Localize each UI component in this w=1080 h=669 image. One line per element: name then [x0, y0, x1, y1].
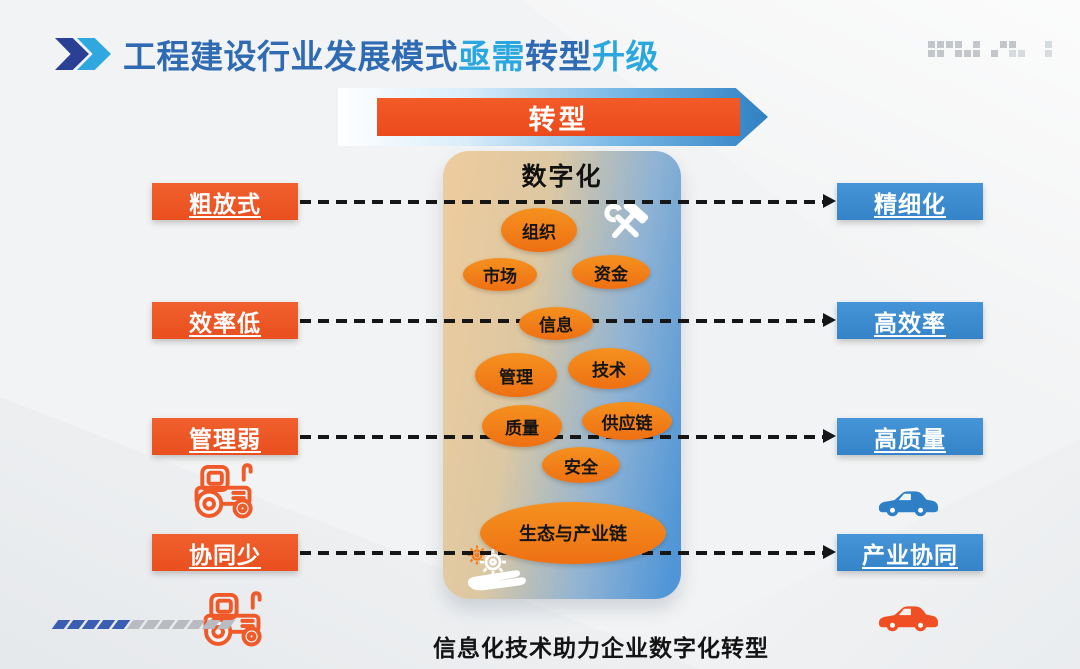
problem-box-管理弱: 管理弱 — [152, 418, 298, 455]
dash-strip-decor — [51, 620, 236, 629]
goal-box-高质量: 高质量 — [837, 418, 983, 455]
digital-panel-title: 数字化 — [521, 163, 603, 191]
pixel-dot — [946, 41, 953, 48]
pixel-dot — [946, 50, 953, 57]
car-icon — [878, 606, 938, 632]
pixel-dot — [1036, 41, 1043, 48]
title-segment: 亟需 — [458, 38, 525, 75]
problem-box-粗放式: 粗放式 — [152, 183, 298, 220]
title-segment: 工程建设行业发展模式 — [123, 38, 458, 75]
pixel-dot — [1027, 50, 1034, 57]
bubble-组织: 组织 — [501, 208, 577, 252]
pixel-dot — [1045, 50, 1052, 57]
bubble-技术: 技术 — [568, 347, 650, 389]
pixel-dot — [1000, 41, 1007, 48]
bubble-市场: 市场 — [463, 257, 537, 291]
pixel-dot — [955, 41, 962, 48]
arrow-head-icon — [823, 429, 836, 443]
goal-box-产业协同: 产业协同 — [837, 534, 983, 571]
problem-box-协同少: 协同少 — [152, 534, 298, 571]
bubble-管理: 管理 — [475, 353, 557, 397]
bottom-caption: 信息化技术助力企业数字化转型 — [433, 635, 769, 661]
pixel-dot — [937, 41, 944, 48]
bubble-供应链: 供应链 — [582, 402, 672, 440]
title-segment: 升级 — [592, 38, 659, 75]
pixel-dot — [1018, 41, 1025, 48]
pixel-dot — [991, 41, 998, 48]
arrow-head-icon — [823, 545, 836, 559]
car-icon — [878, 491, 938, 517]
pixel-dot — [1000, 50, 1007, 57]
pixel-dots-decor — [928, 41, 1054, 59]
bubble-安全: 安全 — [542, 447, 620, 483]
transform-banner-label: 转型 — [377, 98, 740, 136]
tractor-icon — [194, 463, 253, 519]
tractor-icon — [203, 591, 262, 647]
bubble-信息: 信息 — [519, 306, 593, 340]
transform-arrow-line — [300, 200, 824, 204]
pixel-dot — [1009, 50, 1016, 57]
pixel-dot — [1018, 50, 1025, 57]
pixel-dot — [991, 50, 998, 57]
goal-box-精细化: 精细化 — [837, 183, 983, 220]
crossed-hammer-wrench-icon — [604, 200, 649, 239]
pixel-dot — [964, 50, 971, 57]
dash-decor — [216, 620, 236, 629]
goal-box-高效率: 高效率 — [837, 302, 983, 339]
bubble-资金: 资金 — [572, 255, 650, 289]
page-title: 工程建设行业发展模式亟需转型升级 — [123, 30, 659, 78]
pixel-dot — [1045, 41, 1052, 48]
arrow-head-icon — [823, 194, 836, 208]
bubble-质量: 质量 — [482, 405, 562, 447]
header: 工程建设行业发展模式亟需转型升级 — [55, 30, 659, 78]
pixel-dot — [964, 41, 971, 48]
pixel-dot — [937, 50, 944, 57]
pixel-dot — [1036, 50, 1043, 57]
pixel-dot — [982, 41, 989, 48]
pixel-dot — [973, 50, 980, 57]
pixel-dot — [1027, 41, 1034, 48]
title-segment: 转型 — [525, 38, 592, 75]
bubble-生态与产业链: 生态与产业链 — [480, 502, 666, 564]
transform-arrow-line — [300, 435, 824, 439]
pixel-dot — [973, 41, 980, 48]
pixel-dot — [928, 50, 935, 57]
pixel-dot — [928, 41, 935, 48]
problem-box-效率低: 效率低 — [152, 302, 298, 339]
arrow-head-icon — [823, 313, 836, 327]
pixel-dot — [955, 50, 962, 57]
pixel-dot — [982, 50, 989, 57]
pixel-dot — [1009, 41, 1016, 48]
